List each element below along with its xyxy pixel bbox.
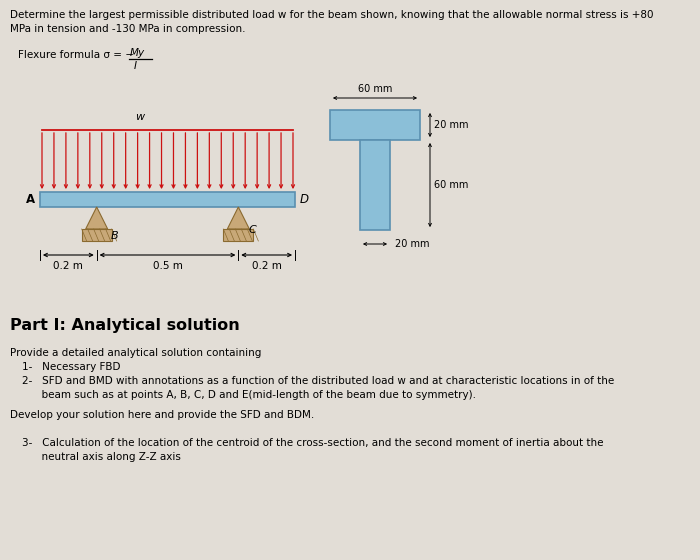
Text: Provide a detailed analytical solution containing: Provide a detailed analytical solution c… xyxy=(10,348,261,358)
Text: I: I xyxy=(134,61,137,71)
Text: 60 mm: 60 mm xyxy=(434,180,468,190)
Text: beam such as at points A, B, C, D and E(mid-length of the beam due to symmetry).: beam such as at points A, B, C, D and E(… xyxy=(22,390,476,400)
Text: 0.2 m: 0.2 m xyxy=(53,261,83,271)
Text: 60 mm: 60 mm xyxy=(358,84,392,94)
Text: 2-   SFD and BMD with annotations as a function of the distributed load w and at: 2- SFD and BMD with annotations as a fun… xyxy=(22,376,615,386)
Text: C: C xyxy=(248,225,256,235)
Text: 0.2 m: 0.2 m xyxy=(252,261,281,271)
Text: 20 mm: 20 mm xyxy=(434,120,468,130)
Text: 0.5 m: 0.5 m xyxy=(153,261,183,271)
Bar xyxy=(40,192,295,207)
Text: w: w xyxy=(135,112,145,122)
Text: B: B xyxy=(111,231,118,241)
Bar xyxy=(82,229,112,241)
Text: Develop your solution here and provide the SFD and BDM.: Develop your solution here and provide t… xyxy=(10,410,314,420)
Text: Part I: Analytical solution: Part I: Analytical solution xyxy=(10,318,239,333)
Text: D: D xyxy=(300,193,309,206)
Text: My: My xyxy=(130,48,145,58)
Text: 1-   Necessary FBD: 1- Necessary FBD xyxy=(22,362,120,372)
Bar xyxy=(360,140,390,230)
Text: Flexure formula σ = −: Flexure formula σ = − xyxy=(18,50,134,60)
Text: A: A xyxy=(26,193,35,206)
Polygon shape xyxy=(228,207,249,229)
Bar xyxy=(223,229,253,241)
Text: MPa in tension and -130 MPa in compression.: MPa in tension and -130 MPa in compressi… xyxy=(10,24,246,34)
Text: Determine the largest permissible distributed load w for the beam shown, knowing: Determine the largest permissible distri… xyxy=(10,10,654,20)
Text: 3-   Calculation of the location of the centroid of the cross-section, and the s: 3- Calculation of the location of the ce… xyxy=(22,438,603,448)
Bar xyxy=(330,110,420,140)
Text: neutral axis along Z-Z axis: neutral axis along Z-Z axis xyxy=(22,452,181,462)
Text: 20 mm: 20 mm xyxy=(395,239,430,249)
Polygon shape xyxy=(85,207,108,229)
